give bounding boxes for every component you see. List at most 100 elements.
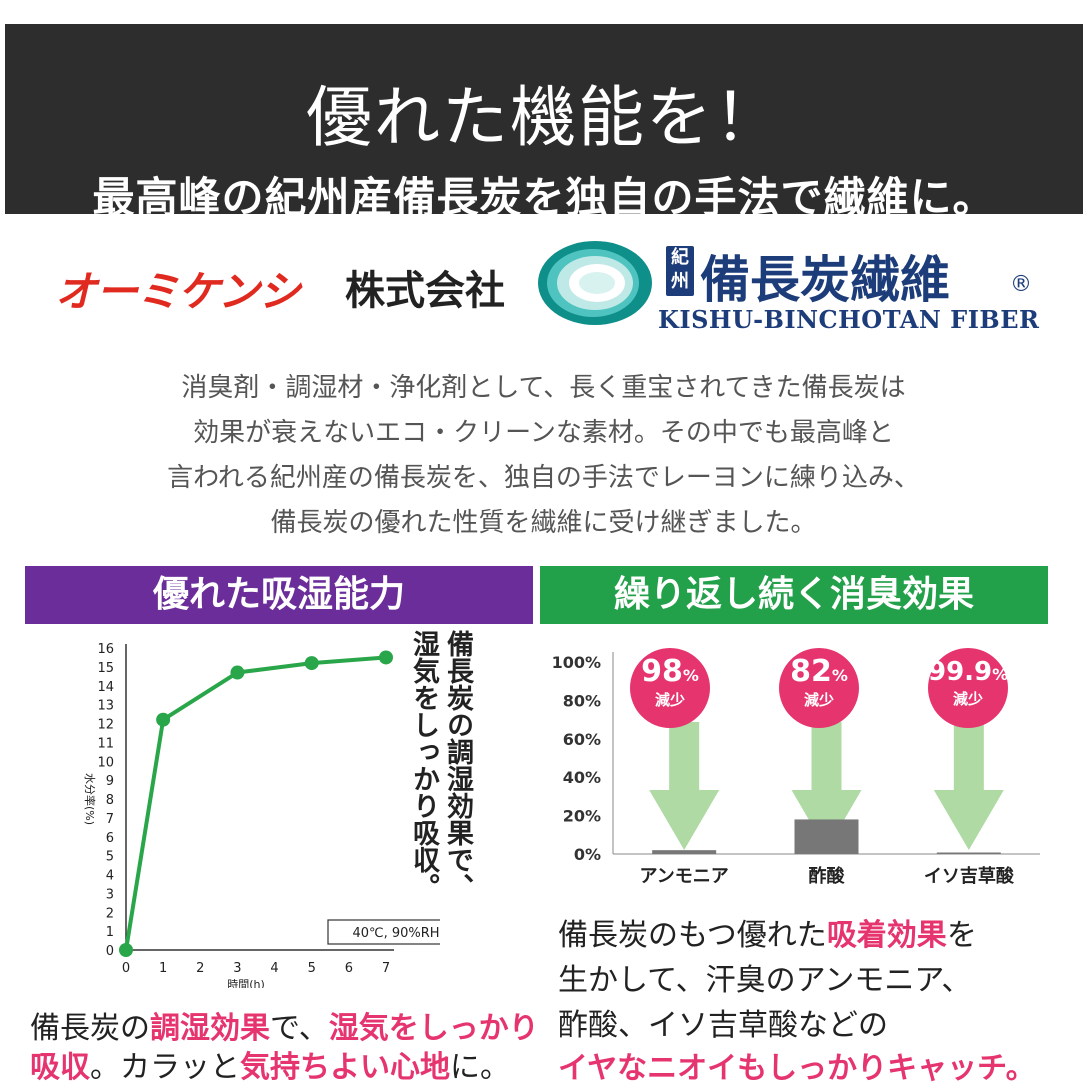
deodorant-heading: 繰り返し続く消臭効果 (540, 566, 1048, 624)
intro-text: 消臭剤・調湿材・浄化剤として、長く重宝されてきた備長炭は 効果が衰えないエコ・ク… (0, 366, 1087, 546)
x-tick-label: 6 (345, 961, 353, 976)
y-tick-label: 100% (552, 653, 601, 672)
caption-text: 備長炭の (30, 1011, 150, 1046)
badge-label: 減少 (952, 690, 983, 708)
caption-highlight: 調湿効果 (150, 1011, 270, 1046)
banner-subtitle: 最高峰の紀州産備長炭を独自の手法で繊維に。 (92, 173, 996, 222)
banner-title: 優れた機能を！ (306, 79, 782, 156)
data-point (119, 943, 133, 957)
right-caption-line-4: イヤなニオイもしっかりキャッチ。 (558, 1051, 1036, 1086)
category-label: イソ吉草酸 (924, 865, 1015, 887)
y-tick-label: 16 (97, 642, 114, 657)
y-tick-label: 6 (106, 831, 114, 846)
registered-mark: ® (1010, 272, 1032, 297)
fiber-logo-icon (538, 241, 652, 325)
caption-text: で、 (270, 1011, 329, 1046)
y-tick-label: 10 (97, 755, 114, 770)
y-tick-label: 4 (106, 869, 114, 884)
y-tick-label: 40% (563, 768, 601, 787)
caption-highlight: 気持ちよい心地 (240, 1050, 450, 1085)
badge-value: 98 (641, 654, 683, 689)
y-tick-label: 12 (97, 718, 114, 733)
right-caption-line-2: 生かして、汗臭のアンモニア、 (558, 963, 972, 998)
x-tick-label: 3 (233, 961, 241, 976)
y-tick-label: 7 (106, 812, 114, 827)
y-tick-label: 20% (563, 807, 601, 826)
y-tick-label: 5 (106, 850, 114, 865)
intro-line: 効果が衰えないエコ・クリーンな素材。その中でも最高峰と (193, 418, 894, 448)
top-banner: 優れた機能を！ 最高峰の紀州産備長炭を独自の手法で繊維に。 (5, 24, 1083, 222)
caption-text: 。カラッと (90, 1050, 240, 1085)
bar (652, 850, 717, 854)
x-tick-label: 4 (270, 961, 278, 976)
data-point (230, 665, 245, 680)
badge-unit: % (682, 666, 699, 685)
y-tick-label: 14 (97, 680, 114, 695)
caption-text: を (946, 918, 977, 953)
kishu-mark: 紀州 (666, 246, 694, 296)
y-tick-label: 0 (106, 944, 114, 959)
x-tick-label: 2 (196, 961, 204, 976)
category-label: 酢酸 (809, 865, 846, 887)
y-tick-label: 80% (563, 691, 601, 710)
y-tick-label: 60% (563, 730, 601, 749)
y-tick-label: 11 (97, 736, 114, 751)
caption-highlight: 湿気をしっかり (328, 1011, 539, 1046)
x-axis-label: 時間(h) (227, 978, 265, 988)
y-tick-label: 0% (574, 845, 601, 864)
badge-label: 減少 (803, 691, 834, 709)
vertical-note-line-2: 湿気をしっかり吸収。 (408, 630, 439, 900)
y-tick-label: 15 (97, 661, 114, 676)
reduction-arrow (791, 722, 862, 850)
right-caption-line-3: 酢酸、イソ吉草酸などの (558, 1008, 888, 1043)
y-tick-label: 1 (106, 925, 114, 940)
caption-highlight: 吸着効果 (826, 918, 947, 953)
left-caption-line-2: 吸収。カラッと気持ちよい心地に。 (30, 1042, 510, 1086)
bar (794, 819, 859, 854)
data-point (379, 650, 393, 665)
x-tick-label: 1 (159, 961, 167, 976)
badge-unit: % (992, 665, 1009, 684)
y-tick-label: 2 (106, 906, 114, 921)
y-axis-label: 水分率(%) (83, 773, 97, 825)
fiber-brand-jp: 備長炭繊維 (700, 250, 950, 309)
fiber-brand-en: KISHU-BINCHOTAN FIBER (658, 305, 1040, 334)
x-tick-label: 0 (122, 961, 130, 976)
category-label: アンモニア (640, 866, 729, 887)
y-tick-label: 9 (106, 774, 114, 789)
caption-highlight: 吸収 (30, 1050, 90, 1085)
intro-line: 言われる紀州産の備長炭を、独自の手法でレーヨンに練り込み、 (167, 463, 920, 493)
deodorant-bar-chart: 0% 20% 40% 60% 80% 100% アンモニア 酢酸 イソ吉草酸 (552, 652, 1040, 887)
y-tick-label: 8 (106, 793, 114, 808)
reduction-badge-acetic: 82% 減少 (779, 648, 859, 728)
caption-text: に。 (450, 1050, 510, 1085)
absorption-heading: 優れた吸湿能力 (25, 566, 533, 624)
bar (936, 852, 1001, 854)
reduction-badge-ammonia: 98% 減少 (630, 648, 710, 728)
data-point (156, 712, 171, 727)
badge-value: 99.9 (928, 657, 993, 687)
intro-line: 消臭剤・調湿材・浄化剤として、長く重宝されてきた備長炭は (181, 373, 906, 403)
data-point (304, 656, 319, 671)
series-line (124, 655, 387, 951)
badge-value: 82 (790, 654, 832, 689)
badge-unit: % (831, 666, 848, 685)
x-tick-label: 5 (308, 961, 316, 976)
x-tick-label: 7 (382, 961, 390, 976)
left-caption-line-1: 備長炭の調湿効果で、湿気をしっかり (30, 1003, 539, 1047)
intro-line: 備長炭の優れた性質を繊維に受け継ぎました。 (270, 508, 817, 538)
y-tick-label: 3 (106, 887, 114, 902)
reduction-arrow (649, 722, 720, 850)
badge-label: 減少 (654, 691, 685, 709)
maker-logo-text: オーミケンシ (55, 267, 301, 316)
reduction-arrow (933, 722, 1004, 850)
y-tick-label: 13 (97, 699, 114, 714)
right-caption-line-1: 備長炭のもつ優れた吸着効果を (558, 910, 977, 954)
vertical-note-line-1: 備長炭の調湿効果で、 (442, 630, 473, 900)
condition-box (327, 919, 440, 945)
reduction-badge-isovaleric: 99.9% 減少 (928, 648, 1008, 728)
caption-text: 備長炭のもつ優れた (558, 918, 827, 953)
condition-annotation: 40℃, 90%RH (352, 926, 439, 941)
company-suffix: 株式会社 (345, 268, 505, 314)
